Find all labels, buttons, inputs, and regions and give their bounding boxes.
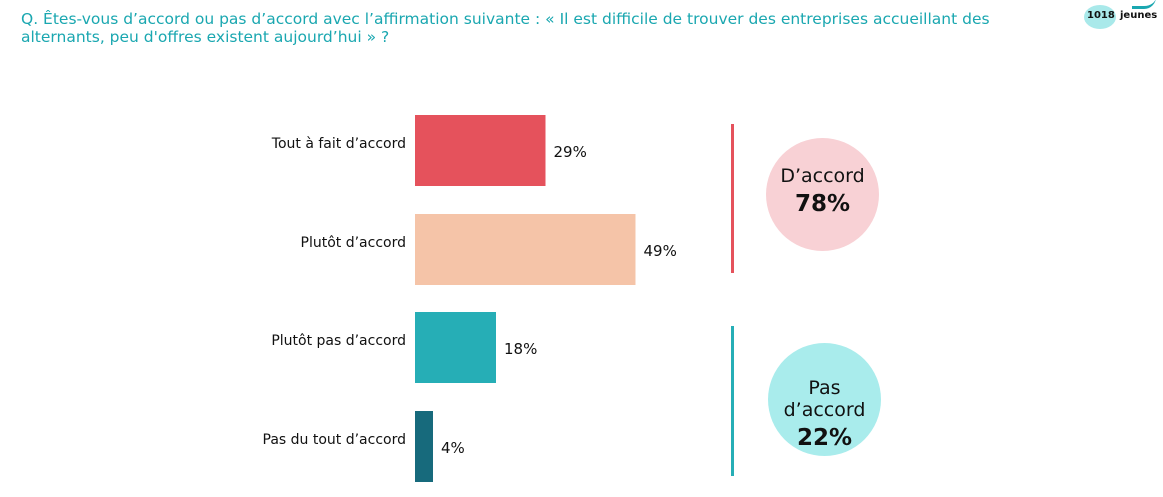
disagree-summary-value: 22% [796,425,853,451]
sample-size-badge [1084,5,1116,29]
bar-3 [415,312,496,383]
disagree-divider-line [731,326,734,476]
agree-divider-line [731,124,734,273]
agree-summary-label: D’accord [780,165,865,187]
value-label-2: 49% [644,242,677,260]
disagree-summary-label: Pas d’accord [783,377,866,421]
question-text: Q. Êtes-vous d’accord ou pas d’accord av… [21,10,990,46]
category-label-3: Plutôt pas d’accord [271,333,406,349]
bar-2 [415,214,636,285]
category-label-4: Pas du tout d’accord [263,432,407,448]
value-label-3: 18% [504,340,537,358]
category-label-2: Plutôt d’accord [301,235,406,251]
agree-summary-circle: D’accord 78% [766,138,879,251]
agree-summary-value: 78% [794,191,851,217]
corner-logo-icon [1132,0,1156,9]
sample-size-number: 1018 [1087,10,1115,21]
sample-size-unit: jeunes [1120,10,1158,21]
bar-1 [415,115,546,186]
value-label-1: 29% [554,143,587,161]
value-label-4: 4% [441,439,465,457]
bar-4 [415,411,433,482]
disagree-summary-circle: Pas d’accord 22% [768,343,881,456]
category-label-1: Tout à fait d’accord [271,136,406,152]
